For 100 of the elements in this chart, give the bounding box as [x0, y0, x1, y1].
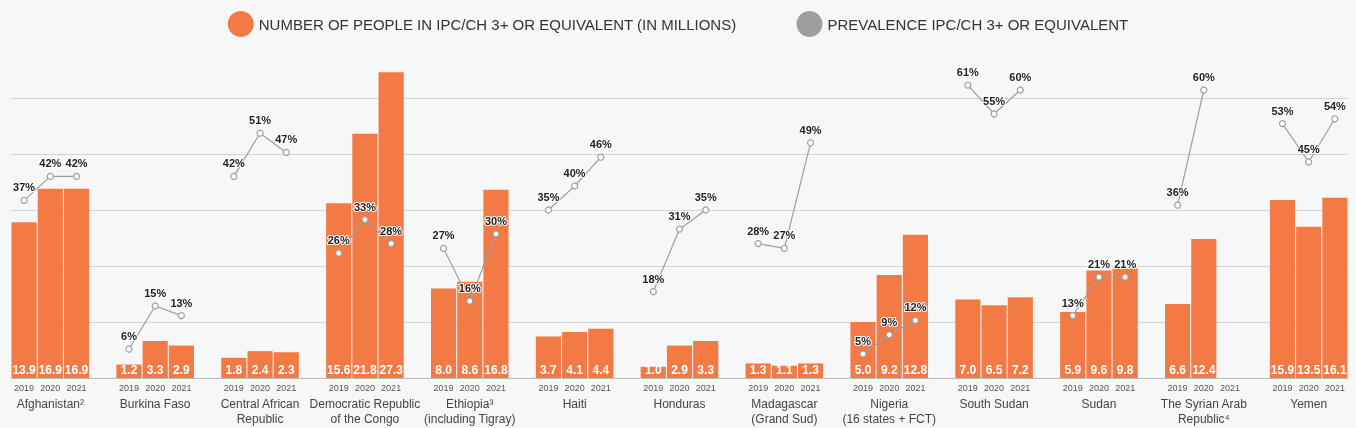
data-label: 4.4 [592, 363, 610, 377]
point [675, 225, 684, 233]
x-tick-label: 2020 [250, 382, 271, 393]
data-label: 9.2 [880, 363, 898, 377]
legend-label: NUMBER OF PEOPLE IN IPC/CH 3+ OR EQUIVALENT (IN MILLIONS) [258, 15, 737, 33]
text: Haiti [562, 396, 587, 411]
legend-label: PREVALENCE IPC/CH 3+ OR EQUIVALENT [827, 15, 1129, 33]
x-tick-label: 2020 [40, 382, 61, 393]
text: Afghanistan² [16, 396, 85, 411]
bar [955, 299, 981, 378]
x-tick-label: 2019 [1272, 382, 1293, 393]
point [151, 302, 159, 310]
data-label: 18% [642, 272, 665, 285]
point [1278, 120, 1287, 128]
point [1174, 201, 1182, 209]
data-label: 42% [222, 157, 246, 170]
point [282, 148, 290, 156]
text: South Sudan [959, 396, 1029, 411]
x-tick-label: 2019 [1167, 382, 1188, 393]
x-tick-label: 2019 [433, 382, 454, 393]
data-label: 27% [773, 229, 796, 242]
text: Sudan [1081, 396, 1117, 411]
point [335, 249, 343, 257]
data-label: 13.5 [1297, 363, 1321, 377]
data-label: 6.5 [985, 363, 1003, 377]
data-label: 4.1 [566, 363, 584, 377]
data-label: 30% [484, 214, 508, 227]
data-label: 16.9 [64, 363, 89, 377]
data-label: 55% [983, 94, 1006, 107]
data-label: 45% [1297, 142, 1320, 155]
x-tick-label: 2021 [590, 382, 611, 393]
x-tick-label: 2019 [223, 382, 244, 393]
point [230, 172, 238, 180]
data-label: 6.6 [1169, 363, 1187, 377]
text: Ethiopia³ (including Tigray) [424, 396, 516, 426]
x-tick-label: 2019 [538, 382, 559, 393]
data-label: 42% [65, 157, 88, 170]
data-label: 27% [432, 229, 455, 242]
x-tick-label: 2019 [118, 382, 139, 393]
bar [378, 72, 404, 378]
data-label: 51% [249, 114, 272, 127]
data-label: 3.3 [697, 363, 715, 377]
text: Madagascar (Grand Sud) [751, 396, 818, 426]
x-tick-label: 2019 [957, 382, 978, 393]
data-label: 1.1 [776, 363, 794, 377]
data-label: 21% [1114, 258, 1137, 271]
data-label: 35% [694, 190, 717, 203]
point [1016, 86, 1024, 94]
x-tick-label: 2020 [354, 382, 375, 393]
text: Central African Republic [220, 396, 300, 426]
point [387, 240, 395, 248]
data-label: 16.1 [1323, 363, 1347, 377]
x-tick-label: 2020 [1298, 382, 1319, 393]
x-tick-label: 2021 [905, 382, 926, 393]
x-tick-label: 2021 [1115, 382, 1136, 393]
x-tick-label: 2021 [1220, 382, 1241, 393]
point [885, 331, 893, 339]
data-label: 12.8 [903, 363, 928, 377]
x-tick-label: 2019 [1062, 382, 1083, 393]
point [1069, 312, 1077, 320]
x-tick-label: 2020 [459, 382, 480, 393]
point [990, 110, 998, 118]
data-label: 60% [1009, 70, 1032, 83]
data-label: 9.6 [1090, 363, 1108, 377]
data-label: 16% [458, 282, 481, 295]
point [125, 345, 133, 353]
x-tick-label: 2021 [381, 382, 402, 393]
x-tick-label: 2019 [14, 382, 35, 393]
data-label: 8.0 [435, 363, 453, 377]
x-tick-label: 2020 [774, 382, 795, 393]
data-label: 12% [904, 301, 927, 314]
data-label: 42% [39, 157, 62, 170]
data-label: 1.3 [749, 363, 767, 377]
point [806, 139, 815, 147]
point [1095, 273, 1103, 281]
x-tick-label: 2021 [1324, 382, 1345, 393]
x-tick-label: 2021 [66, 382, 87, 393]
text: Honduras [653, 396, 706, 411]
data-label: 7.0 [959, 363, 977, 377]
data-label: 49% [799, 123, 822, 136]
point [754, 240, 762, 248]
data-label: 27.3 [379, 363, 404, 377]
point [361, 216, 369, 224]
text: Democratic Republic of the Congo [309, 396, 421, 426]
point [544, 206, 553, 214]
data-label: 47% [275, 133, 298, 146]
data-label: 31% [668, 210, 691, 223]
data-label: 21% [1087, 258, 1111, 271]
data-label: 2.4 [251, 363, 269, 377]
point [256, 129, 264, 137]
data-label: 1.0 [644, 363, 662, 377]
point [20, 196, 28, 204]
point [72, 172, 81, 180]
data-label: 5.9 [1064, 363, 1082, 377]
point [964, 81, 972, 89]
x-tick-label: 2021 [695, 382, 716, 393]
x-tick-label: 2019 [328, 382, 349, 393]
data-label: 13% [170, 296, 193, 309]
data-label: 61% [956, 66, 980, 79]
data-label: 53% [1271, 104, 1294, 117]
